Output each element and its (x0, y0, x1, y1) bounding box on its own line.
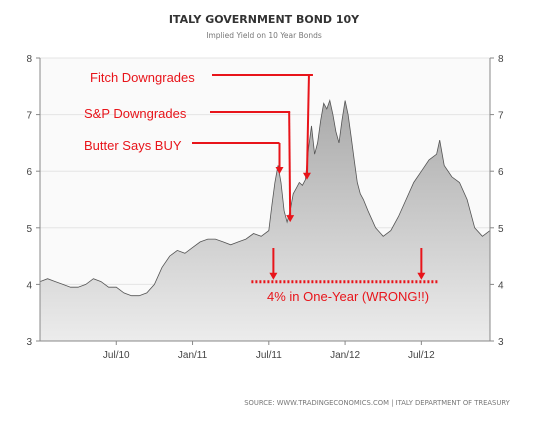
annotations (192, 74, 440, 284)
sp-arrow-line (288, 111, 292, 219)
fitch-arrow-head (302, 172, 311, 180)
y-tick-label-right: 3 (498, 337, 504, 348)
x-tick-label: Jan/11 (178, 350, 208, 361)
series-area (40, 100, 490, 341)
forecast-arrow-head (269, 272, 278, 280)
annotation-butter: Butter Says BUY (84, 138, 182, 153)
y-tick-label-left: 3 (26, 337, 32, 348)
y-tick-label-right: 7 (498, 111, 504, 122)
chart-title: ITALY GOVERNMENT BOND 10Y (169, 13, 360, 26)
y-tick-label-left: 6 (26, 167, 32, 178)
y-tick-label-left: 4 (26, 280, 32, 291)
y-tick-label-right: 4 (498, 280, 504, 291)
annotation-sp: S&P Downgrades (84, 106, 187, 121)
chart-subtitle: Implied Yield on 10 Year Bonds (206, 31, 322, 40)
y-tick-label-left: 5 (26, 224, 32, 235)
axis-ticks: 3 3 4 4 5 5 6 6 7 7 8 8 Jul/10 Jan/11 Jul/11 Jan/12 Jul/… (26, 54, 504, 361)
y-tick-label-right: 6 (498, 167, 504, 178)
chart-source: SOURCE: WWW.TRADINGECONOMICS.COM | ITALY… (244, 399, 510, 407)
x-tick-label: Jan/12 (330, 350, 360, 361)
x-tick-label: Jul/12 (408, 350, 435, 361)
forecast-arrow-head (417, 272, 426, 280)
annotation-wrong: 4% in One-Year (WRONG!!) (267, 289, 429, 304)
series-line (39, 99, 491, 297)
butter-arrow-head (275, 167, 284, 175)
sp-arrow-head (286, 215, 295, 223)
annotation-fitch: Fitch Downgrades (90, 70, 195, 85)
y-tick-label-right: 8 (498, 54, 504, 65)
x-tick-label: Jul/11 (256, 350, 282, 361)
fitch-arrow-line (305, 74, 310, 176)
y-tick-label-left: 7 (26, 111, 32, 122)
y-tick-label-right: 5 (498, 224, 504, 235)
y-tick-label-left: 8 (26, 54, 32, 65)
x-tick-label: Jul/10 (103, 350, 130, 361)
